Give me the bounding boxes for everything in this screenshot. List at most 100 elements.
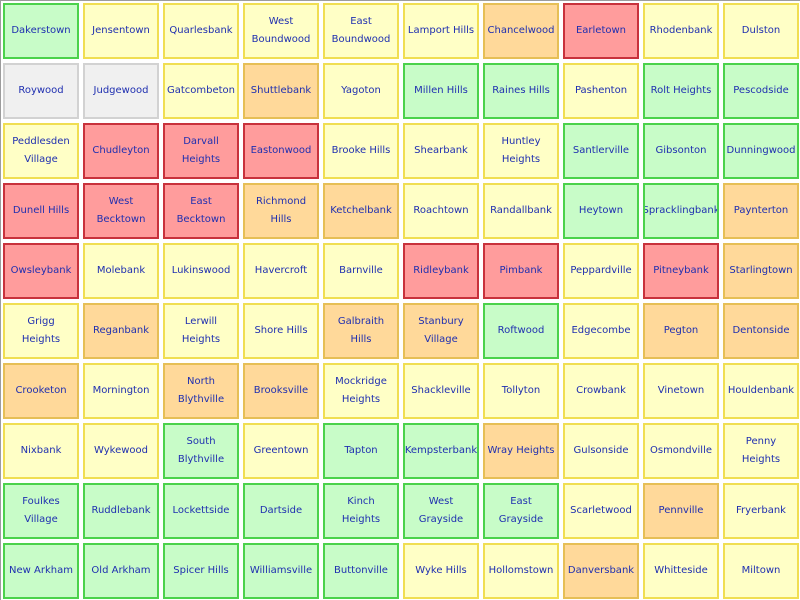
suburb-dentonside[interactable]: Dentonside xyxy=(723,303,799,359)
suburb-huntley-heights[interactable]: Huntley Heights xyxy=(483,123,559,179)
suburb-edgecombe[interactable]: Edgecombe xyxy=(563,303,639,359)
suburb-buttonville[interactable]: Buttonville xyxy=(323,543,399,599)
suburb-miltown[interactable]: Miltown xyxy=(723,543,799,599)
suburb-quarlesbank[interactable]: Quarlesbank xyxy=(163,3,239,59)
suburb-west-boundwood[interactable]: West Boundwood xyxy=(243,3,319,59)
suburb-lockettside[interactable]: Lockettside xyxy=(163,483,239,539)
suburb-west-grayside[interactable]: West Grayside xyxy=(403,483,479,539)
suburb-mockridge-heights[interactable]: Mockridge Heights xyxy=(323,363,399,419)
suburb-starlingtown[interactable]: Starlingtown xyxy=(723,243,799,299)
suburb-owsleybank[interactable]: Owsleybank xyxy=(3,243,79,299)
suburb-dunell-hills[interactable]: Dunell Hills xyxy=(3,183,79,239)
suburb-houldenbank[interactable]: Houldenbank xyxy=(723,363,799,419)
suburb-east-grayside[interactable]: East Grayside xyxy=(483,483,559,539)
suburb-wray-heights[interactable]: Wray Heights xyxy=(483,423,559,479)
suburb-north-blythville[interactable]: North Blythville xyxy=(163,363,239,419)
suburb-roywood[interactable]: Roywood xyxy=(3,63,79,119)
suburb-scarletwood[interactable]: Scarletwood xyxy=(563,483,639,539)
suburb-earletown[interactable]: Earletown xyxy=(563,3,639,59)
suburb-stanbury-village[interactable]: Stanbury Village xyxy=(403,303,479,359)
suburb-havercroft[interactable]: Havercroft xyxy=(243,243,319,299)
suburb-east-becktown[interactable]: East Becktown xyxy=(163,183,239,239)
suburb-chudleyton[interactable]: Chudleyton xyxy=(83,123,159,179)
suburb-ridleybank[interactable]: Ridleybank xyxy=(403,243,479,299)
suburb-randallbank[interactable]: Randallbank xyxy=(483,183,559,239)
suburb-greentown[interactable]: Greentown xyxy=(243,423,319,479)
suburb-gibsonton[interactable]: Gibsonton xyxy=(643,123,719,179)
suburb-mornington[interactable]: Mornington xyxy=(83,363,159,419)
suburb-jensentown[interactable]: Jensentown xyxy=(83,3,159,59)
suburb-lukinswood[interactable]: Lukinswood xyxy=(163,243,239,299)
suburb-rhodenbank[interactable]: Rhodenbank xyxy=(643,3,719,59)
suburb-old-arkham[interactable]: Old Arkham xyxy=(83,543,159,599)
suburb-lerwill-heights[interactable]: Lerwill Heights xyxy=(163,303,239,359)
suburb-yagoton[interactable]: Yagoton xyxy=(323,63,399,119)
suburb-danversbank[interactable]: Danversbank xyxy=(563,543,639,599)
suburb-pitneybank[interactable]: Pitneybank xyxy=(643,243,719,299)
suburb-chancelwood[interactable]: Chancelwood xyxy=(483,3,559,59)
suburb-shore-hills[interactable]: Shore Hills xyxy=(243,303,319,359)
suburb-reganbank[interactable]: Reganbank xyxy=(83,303,159,359)
suburb-shuttlebank[interactable]: Shuttlebank xyxy=(243,63,319,119)
suburb-gatcombeton[interactable]: Gatcombeton xyxy=(163,63,239,119)
suburb-tapton[interactable]: Tapton xyxy=(323,423,399,479)
suburb-paynterton[interactable]: Paynterton xyxy=(723,183,799,239)
suburb-pashenton[interactable]: Pashenton xyxy=(563,63,639,119)
suburb-heytown[interactable]: Heytown xyxy=(563,183,639,239)
suburb-south-blythville[interactable]: South Blythville xyxy=(163,423,239,479)
suburb-pimbank[interactable]: Pimbank xyxy=(483,243,559,299)
suburb-richmond-hills[interactable]: Richmond Hills xyxy=(243,183,319,239)
suburb-tollyton[interactable]: Tollyton xyxy=(483,363,559,419)
suburb-peddlesden-village[interactable]: Peddlesden Village xyxy=(3,123,79,179)
suburb-roftwood[interactable]: Roftwood xyxy=(483,303,559,359)
suburb-kempsterbank[interactable]: Kempsterbank xyxy=(403,423,479,479)
suburb-brooksville[interactable]: Brooksville xyxy=(243,363,319,419)
suburb-dakerstown[interactable]: Dakerstown xyxy=(3,3,79,59)
suburb-west-becktown[interactable]: West Becktown xyxy=(83,183,159,239)
suburb-osmondville[interactable]: Osmondville xyxy=(643,423,719,479)
suburb-millen-hills[interactable]: Millen Hills xyxy=(403,63,479,119)
suburb-dunningwood[interactable]: Dunningwood xyxy=(723,123,799,179)
suburb-grigg-heights[interactable]: Grigg Heights xyxy=(3,303,79,359)
suburb-nixbank[interactable]: Nixbank xyxy=(3,423,79,479)
suburb-dartside[interactable]: Dartside xyxy=(243,483,319,539)
suburb-new-arkham[interactable]: New Arkham xyxy=(3,543,79,599)
suburb-barnville[interactable]: Barnville xyxy=(323,243,399,299)
suburb-galbraith-hills[interactable]: Galbraith Hills xyxy=(323,303,399,359)
suburb-peppardville[interactable]: Peppardville xyxy=(563,243,639,299)
suburb-hollomstown[interactable]: Hollomstown xyxy=(483,543,559,599)
suburb-pegton[interactable]: Pegton xyxy=(643,303,719,359)
suburb-crowbank[interactable]: Crowbank xyxy=(563,363,639,419)
suburb-raines-hills[interactable]: Raines Hills xyxy=(483,63,559,119)
suburb-pescodside[interactable]: Pescodside xyxy=(723,63,799,119)
suburb-williamsville[interactable]: Williamsville xyxy=(243,543,319,599)
suburb-penny-heights[interactable]: Penny Heights xyxy=(723,423,799,479)
suburb-ruddlebank[interactable]: Ruddlebank xyxy=(83,483,159,539)
suburb-darvall-heights[interactable]: Darvall Heights xyxy=(163,123,239,179)
suburb-spracklingbank[interactable]: Spracklingbank xyxy=(643,183,719,239)
suburb-vinetown[interactable]: Vinetown xyxy=(643,363,719,419)
suburb-fryerbank[interactable]: Fryerbank xyxy=(723,483,799,539)
suburb-judgewood[interactable]: Judgewood xyxy=(83,63,159,119)
suburb-roachtown[interactable]: Roachtown xyxy=(403,183,479,239)
suburb-santlerville[interactable]: Santlerville xyxy=(563,123,639,179)
suburb-molebank[interactable]: Molebank xyxy=(83,243,159,299)
suburb-east-boundwood[interactable]: East Boundwood xyxy=(323,3,399,59)
suburb-crooketon[interactable]: Crooketon xyxy=(3,363,79,419)
suburb-wykewood[interactable]: Wykewood xyxy=(83,423,159,479)
suburb-shackleville[interactable]: Shackleville xyxy=(403,363,479,419)
suburb-gulsonside[interactable]: Gulsonside xyxy=(563,423,639,479)
suburb-eastonwood[interactable]: Eastonwood xyxy=(243,123,319,179)
suburb-spicer-hills[interactable]: Spicer Hills xyxy=(163,543,239,599)
suburb-ketchelbank[interactable]: Ketchelbank xyxy=(323,183,399,239)
suburb-brooke-hills[interactable]: Brooke Hills xyxy=(323,123,399,179)
suburb-dulston[interactable]: Dulston xyxy=(723,3,799,59)
suburb-foulkes-village[interactable]: Foulkes Village xyxy=(3,483,79,539)
suburb-pennville[interactable]: Pennville xyxy=(643,483,719,539)
suburb-rolt-heights[interactable]: Rolt Heights xyxy=(643,63,719,119)
suburb-shearbank[interactable]: Shearbank xyxy=(403,123,479,179)
suburb-wyke-hills[interactable]: Wyke Hills xyxy=(403,543,479,599)
suburb-whitteside[interactable]: Whitteside xyxy=(643,543,719,599)
suburb-lamport-hills[interactable]: Lamport Hills xyxy=(403,3,479,59)
suburb-kinch-heights[interactable]: Kinch Heights xyxy=(323,483,399,539)
